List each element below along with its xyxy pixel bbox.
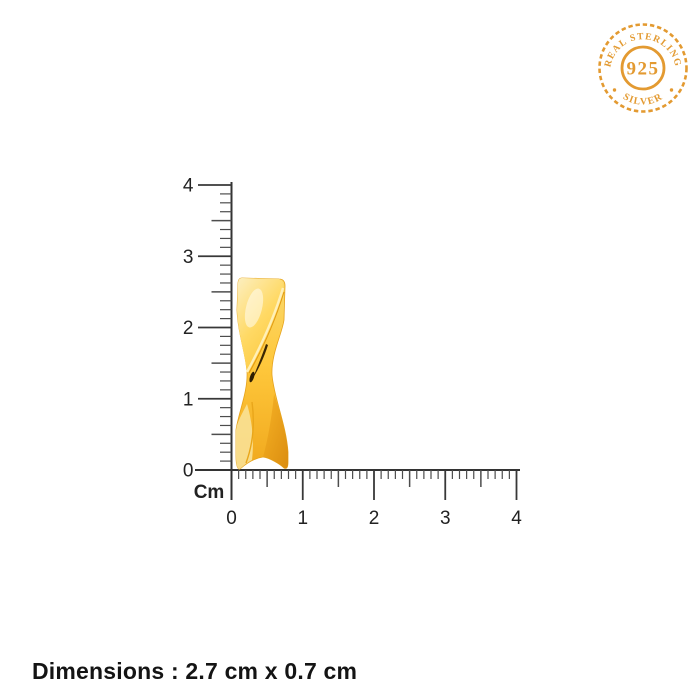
v-ruler-label-3: 3 <box>183 247 194 268</box>
badge-right-dot <box>669 88 674 92</box>
earring-dark-crease <box>253 344 268 378</box>
v-ruler-label-2: 2 <box>183 318 194 339</box>
badge-bottom-text: SILVER <box>621 91 665 107</box>
sterling-925-badge: REAL STERLING SILVER 925 <box>598 23 688 113</box>
earring-crease-blob <box>249 371 255 383</box>
earring-seam-highlight <box>245 287 285 373</box>
v-ruler-label-0: 0 <box>183 461 194 482</box>
h-ruler-label-3: 3 <box>440 508 451 529</box>
badge-left-dot <box>612 88 617 92</box>
ruler-ticks <box>195 182 520 500</box>
v-ruler-label-4: 4 <box>183 176 194 197</box>
h-ruler-label-1: 1 <box>297 508 308 529</box>
h-ruler-label-4: 4 <box>511 508 522 529</box>
earring-highlight <box>244 288 264 328</box>
earring-bottom-fold <box>263 394 288 469</box>
badge-inner-ring <box>620 45 666 91</box>
earring-seam-shadow <box>248 291 285 374</box>
badge-outer-dashed-ring <box>598 23 688 113</box>
h-ruler-label-2: 2 <box>369 508 380 529</box>
badge-925-text: 925 <box>627 59 660 80</box>
dimensions-text: Dimensions : 2.7 cm x 0.7 cm <box>32 658 358 684</box>
ruler-labels: 0 1 2 3 4 0 1 2 3 4 <box>183 176 522 530</box>
v-ruler-label-1: 1 <box>183 389 194 410</box>
ruler-unit-label: Cm <box>194 482 225 503</box>
earring-bottom-crease <box>245 401 255 464</box>
product-image-earring <box>235 277 289 470</box>
h-ruler-label-0: 0 <box>226 508 237 529</box>
